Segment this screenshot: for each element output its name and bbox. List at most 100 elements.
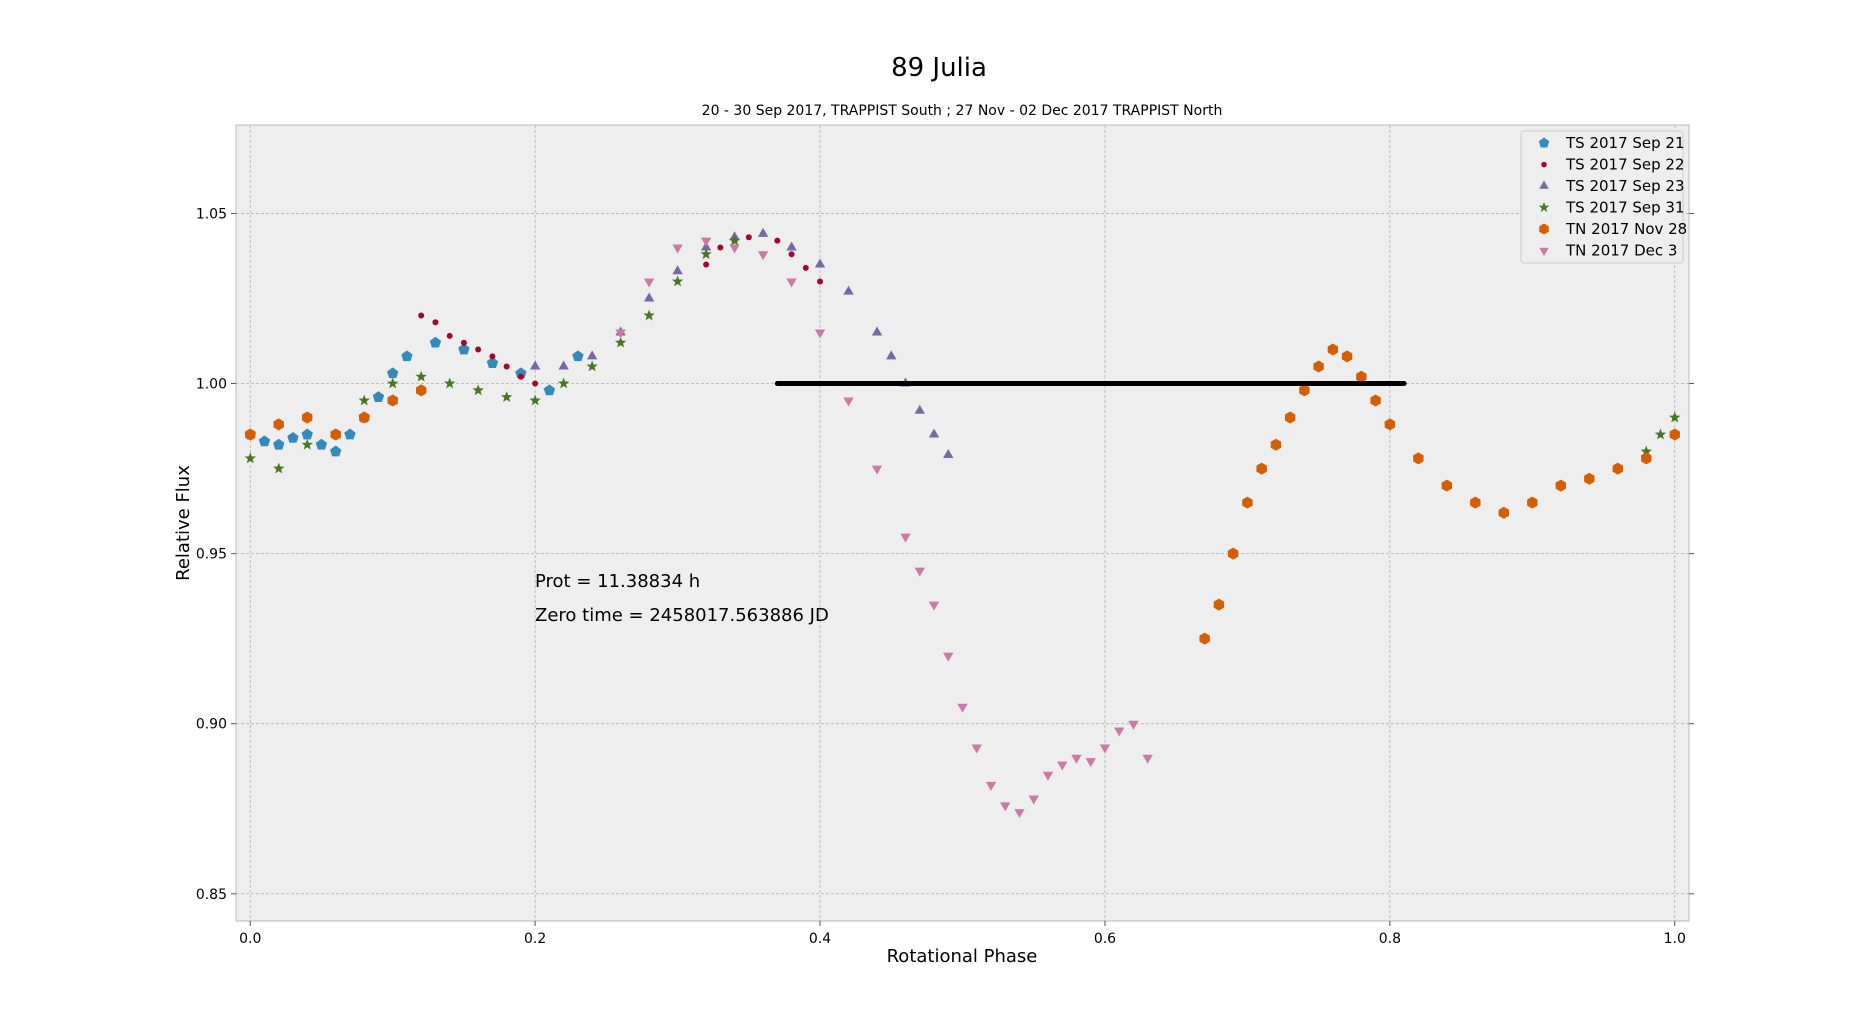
data-point xyxy=(500,391,513,402)
data-point xyxy=(928,428,940,438)
axis-ticks: 0.0 0.2 0.4 0.6 0.8 1.0 0.85 0.90 0.95 1.00 1.05 xyxy=(196,206,1694,947)
x-tick-label: 0.8 xyxy=(1379,931,1401,947)
y-axis-label: Relative Flux xyxy=(173,465,194,581)
x-tick-label: 0.4 xyxy=(809,931,831,947)
data-point xyxy=(786,241,797,251)
legend-marker xyxy=(1541,161,1547,168)
data-point xyxy=(1370,394,1381,407)
data-point xyxy=(1227,547,1239,560)
data-point xyxy=(1640,445,1652,457)
series-4 xyxy=(245,343,1680,645)
data-point xyxy=(359,411,370,424)
data-point xyxy=(245,428,256,441)
data-point xyxy=(643,309,655,321)
data-point xyxy=(315,438,328,450)
data-point xyxy=(1270,438,1282,451)
chart-subtitle: 20 - 30 Sep 2017, TRAPPIST South ; 27 No… xyxy=(702,103,1223,119)
x-tick-label: 0.0 xyxy=(239,931,261,947)
data-point xyxy=(344,428,356,440)
data-point xyxy=(572,350,584,362)
data-point xyxy=(871,326,883,336)
data-point xyxy=(1057,761,1068,771)
data-point xyxy=(802,264,809,271)
plot-area xyxy=(235,124,1690,922)
legend-label: TN 2017 Nov 28 xyxy=(1565,220,1687,238)
data-point xyxy=(503,363,510,370)
rotation-period-annotation: Prot = 11.38834 h xyxy=(535,571,700,592)
data-point xyxy=(486,357,499,368)
data-point xyxy=(745,234,752,241)
data-point xyxy=(700,237,712,247)
data-point xyxy=(415,384,427,397)
data-point xyxy=(287,431,299,443)
legend-marker xyxy=(1539,247,1549,256)
data-point xyxy=(386,377,399,389)
legend: TS 2017 Sep 21 TS 2017 Sep 22 TS 2017 Sep … xyxy=(1520,130,1687,264)
data-point xyxy=(586,350,598,360)
zero-time-annotation: Zero time = 2458017.563886 JD xyxy=(535,605,829,626)
data-point xyxy=(458,343,470,355)
data-point xyxy=(671,275,684,287)
data-point xyxy=(928,601,940,611)
data-point xyxy=(814,258,826,268)
series-5 xyxy=(615,237,1153,819)
data-point xyxy=(1199,632,1210,645)
data-point xyxy=(429,336,442,348)
data-point xyxy=(460,339,467,346)
data-point xyxy=(302,411,313,424)
y-tick-label: 0.90 xyxy=(196,717,227,733)
data-point xyxy=(1470,496,1481,509)
data-point xyxy=(1085,758,1096,768)
data-point xyxy=(1000,802,1011,812)
data-point xyxy=(615,329,626,339)
data-point xyxy=(558,360,569,370)
legend-label: TN 2017 Dec 3 xyxy=(1565,242,1677,260)
data-point xyxy=(432,319,439,326)
data-point xyxy=(418,312,425,319)
data-point xyxy=(1555,479,1566,492)
data-point xyxy=(700,248,712,260)
data-point xyxy=(443,377,456,389)
data-point xyxy=(1284,411,1296,424)
data-point xyxy=(330,428,341,441)
data-point xyxy=(957,703,968,713)
data-point xyxy=(372,391,385,402)
data-point xyxy=(786,278,797,288)
data-point xyxy=(472,384,484,396)
data-point xyxy=(971,744,982,754)
data-point xyxy=(1071,754,1082,764)
y-tick-label: 1.00 xyxy=(196,377,227,393)
data-point xyxy=(358,394,370,406)
data-point xyxy=(1313,360,1324,373)
data-point xyxy=(1142,754,1153,764)
data-point xyxy=(529,360,541,370)
data-point xyxy=(1028,795,1039,805)
y-tick-label: 0.85 xyxy=(196,887,227,903)
data-point xyxy=(843,397,854,407)
data-point xyxy=(1612,462,1623,475)
legend-label: TS 2017 Sep 23 xyxy=(1565,177,1685,195)
data-point xyxy=(446,332,453,339)
data-point xyxy=(301,438,313,450)
data-point xyxy=(1299,384,1310,397)
chart-title: 89 Julia xyxy=(891,53,987,83)
x-tick-label: 0.2 xyxy=(524,931,546,947)
data-point xyxy=(1327,343,1339,356)
data-point xyxy=(1042,771,1054,781)
y-tick-label: 1.05 xyxy=(196,206,227,222)
data-point xyxy=(729,244,740,254)
legend-marker xyxy=(1538,202,1550,212)
data-point xyxy=(757,227,769,237)
data-series xyxy=(244,227,1681,819)
data-point xyxy=(1128,720,1139,730)
data-point xyxy=(1498,506,1510,519)
data-point xyxy=(614,336,627,348)
data-point xyxy=(871,465,883,475)
data-point xyxy=(1356,370,1367,383)
data-point xyxy=(529,394,541,406)
data-point xyxy=(1099,744,1111,754)
data-point xyxy=(273,438,285,450)
data-point xyxy=(817,278,824,285)
data-point xyxy=(814,329,826,339)
x-tick-label: 0.6 xyxy=(1094,931,1116,947)
